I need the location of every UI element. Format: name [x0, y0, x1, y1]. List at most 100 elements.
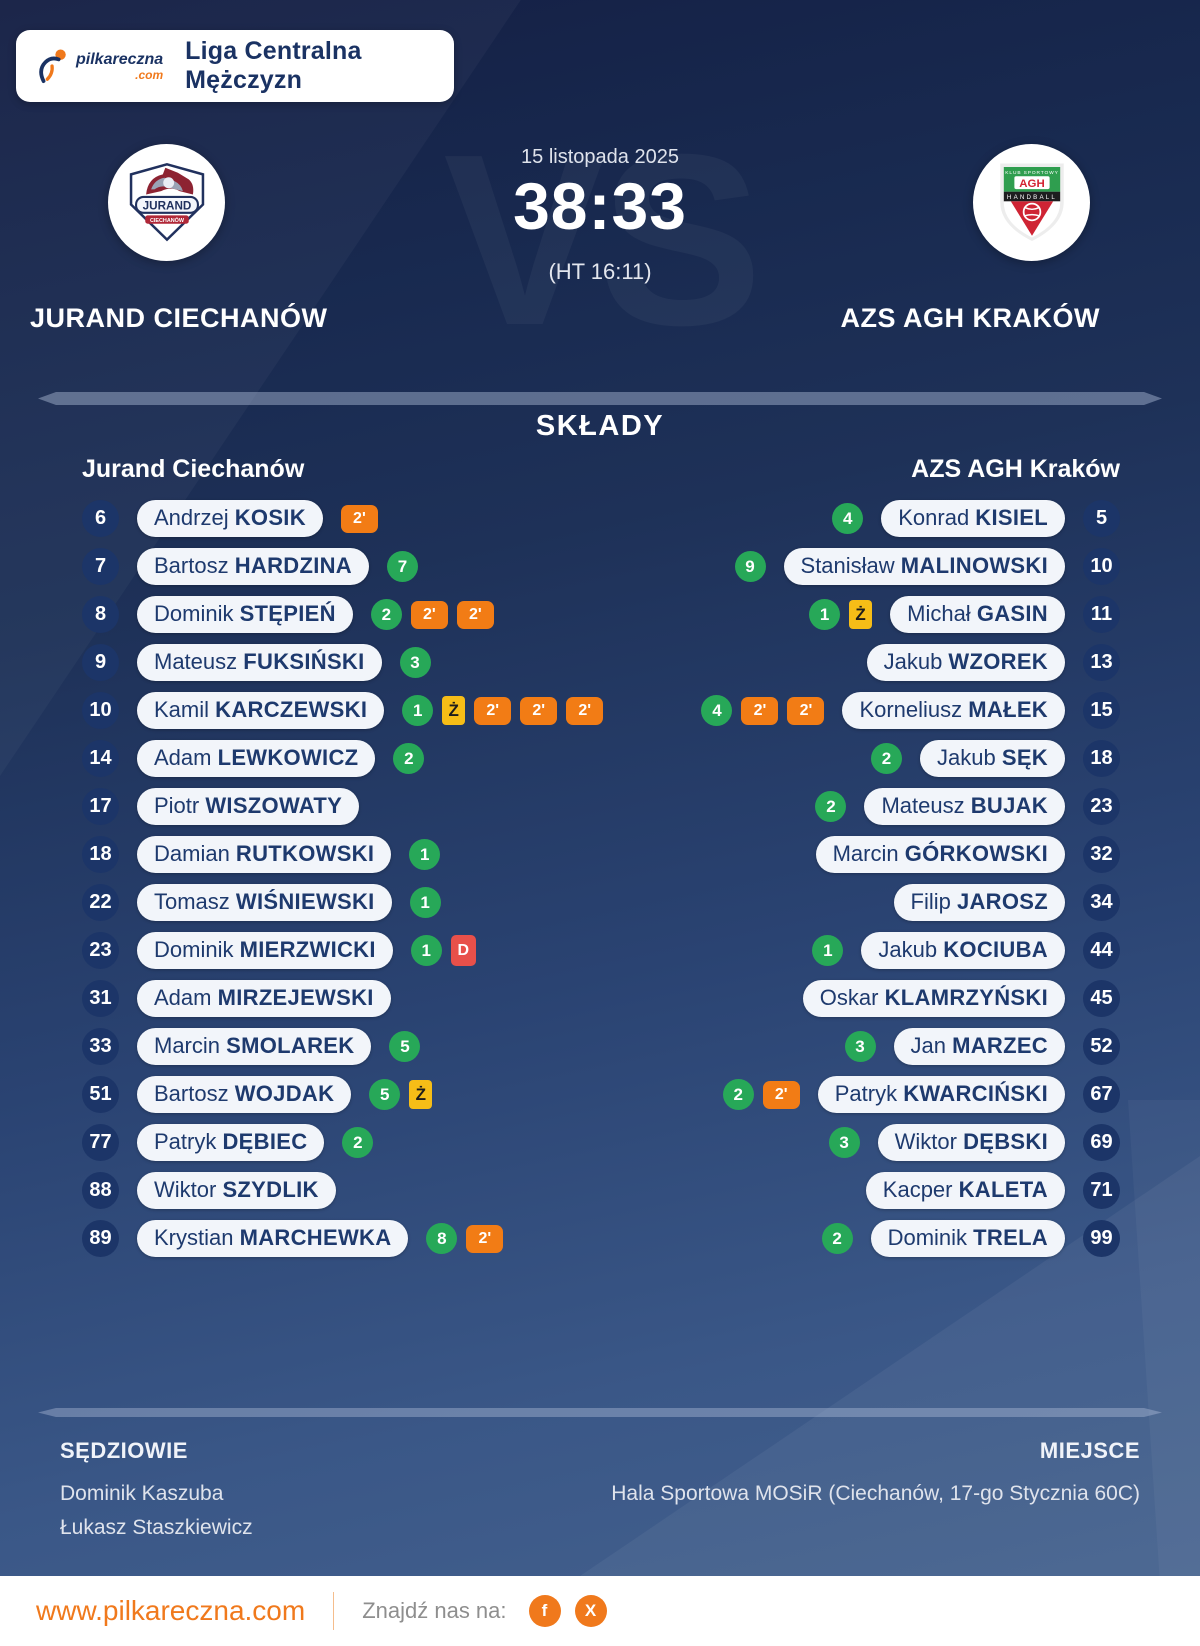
svg-text:HANDBALL: HANDBALL: [1006, 194, 1056, 201]
player-name-pill: Bartosz HARDZINA: [137, 548, 369, 585]
player-last-name: WIŚNIEWSKI: [235, 889, 375, 915]
player-first-name: Michał: [907, 601, 977, 627]
player-number: 77: [82, 1124, 119, 1161]
player-name-pill: Oskar KLAMRZYŃSKI: [802, 980, 1065, 1017]
referees-section: SĘDZIOWIE Dominik Kaszuba Łukasz Staszki…: [60, 1438, 253, 1545]
player-badges: 2: [342, 1127, 374, 1158]
player-badges: 2: [815, 791, 847, 822]
badge-two-minute-suspension: 2': [566, 696, 604, 725]
player-name-pill: Marcin GÓRKOWSKI: [815, 836, 1065, 873]
player-row: 22 Tomasz WIŚNIEWSKI 1: [82, 883, 603, 922]
player-number: 67: [1083, 1076, 1120, 1113]
facebook-icon[interactable]: f: [528, 1595, 561, 1627]
player-last-name: GASIN: [976, 601, 1048, 627]
player-row: 18 Damian RUTKOWSKI 1: [82, 835, 603, 874]
player-first-name: Dominik: [887, 1225, 974, 1251]
handball-player-icon: [39, 49, 66, 83]
player-row: 88 Wiktor SZYDLIK: [82, 1171, 603, 1210]
player-last-name: MIRZEJEWSKI: [217, 985, 374, 1011]
player-number: 10: [1083, 548, 1120, 585]
badge-two-minute-suspension: 2': [787, 696, 825, 725]
player-first-name: Dominik: [154, 937, 240, 963]
player-first-name: Patryk: [154, 1129, 223, 1155]
player-name-pill: Jakub WZOREK: [866, 644, 1065, 681]
player-badges: 7: [386, 551, 418, 582]
section-divider: [38, 1408, 1162, 1417]
player-number: 7: [82, 548, 119, 585]
player-name-pill: Filip JAROSZ: [893, 884, 1065, 921]
badge-goals-count: 1: [410, 935, 442, 966]
player-last-name: SZYDLIK: [222, 1177, 319, 1203]
find-us-label: Znajdź nas na:: [362, 1598, 507, 1623]
player-first-name: Korneliusz: [859, 697, 969, 723]
player-first-name: Jan: [910, 1033, 953, 1059]
venue-section: MIEJSCE Hala Sportowa MOSiR (Ciechanów, …: [611, 1438, 1140, 1511]
player-row: 9 Stanisław MALINOWSKI 10: [603, 547, 1120, 586]
player-row: 2 Dominik TRELA 99: [603, 1219, 1120, 1258]
player-badges: 2': [340, 504, 378, 533]
player-name-pill: Krystian MARCHEWKA: [137, 1220, 409, 1257]
player-row: Oskar KLAMRZYŃSKI 45: [603, 979, 1120, 1018]
badge-yellow-card: Ż: [442, 696, 466, 725]
player-last-name: WZOREK: [948, 649, 1048, 675]
player-first-name: Patryk: [834, 1081, 904, 1107]
player-badges: 2 2': [722, 1079, 800, 1110]
player-first-name: Wiktor: [154, 1177, 223, 1203]
referee-name: Łukasz Staszkiewicz: [60, 1516, 253, 1539]
player-last-name: KOCIUBA: [943, 937, 1048, 963]
footer-bar: www.pilkareczna.com Znajdź nas na: f X: [0, 1576, 1200, 1646]
home-roster-column: Jurand Ciechanów 6 Andrzej KOSIK 2' 7 Bartos…: [0, 455, 604, 1267]
svg-text:CIECHANÓW: CIECHANÓW: [149, 216, 184, 224]
x-twitter-icon[interactable]: X: [574, 1595, 607, 1627]
player-first-name: Kacper: [882, 1177, 959, 1203]
player-badges: 4: [832, 503, 864, 534]
player-row: 1 Jakub KOCIUBA 44: [603, 931, 1120, 970]
badge-goals-count: 1: [812, 935, 844, 966]
home-team-logo: JURAND CIECHANÓW: [108, 144, 225, 261]
player-last-name: KISIEL: [975, 505, 1048, 531]
player-number: 14: [82, 740, 119, 777]
player-badges: 1: [812, 935, 844, 966]
player-first-name: Andrzej: [154, 505, 235, 531]
player-first-name: Piotr: [154, 793, 206, 819]
home-roster-header: Jurand Ciechanów: [82, 455, 305, 483]
player-row: 2 2' Patryk KWARCIŃSKI 67: [603, 1075, 1120, 1114]
player-name-pill: Dominik STĘPIEŃ: [137, 596, 353, 633]
player-last-name: RUTKOWSKI: [235, 841, 375, 867]
player-number: 18: [82, 836, 119, 873]
player-name-pill: Marcin SMOLAREK: [137, 1028, 372, 1065]
player-name-pill: Korneliusz MAŁEK: [842, 692, 1065, 729]
away-roster-list: 4 Konrad KISIEL 5 9 Stanisław MALINOWSKI 10 1 Ż…: [603, 499, 1120, 1258]
player-badges: 3: [844, 1031, 876, 1062]
player-row: 31 Adam MIRZEJEWSKI: [82, 979, 603, 1018]
badge-goals-count: 2: [871, 743, 903, 774]
badge-two-minute-suspension: 2': [762, 1080, 800, 1109]
league-title: Liga Centralna Mężczyzn: [185, 37, 362, 94]
badge-goals-count: 3: [399, 647, 431, 678]
player-first-name: Kamil: [154, 697, 216, 723]
player-badges: 2: [821, 1223, 853, 1254]
player-badges: 2: [393, 743, 425, 774]
player-last-name: MARZEC: [952, 1033, 1048, 1059]
player-badges: 8 2': [426, 1223, 504, 1254]
badge-two-minute-suspension: 2': [520, 696, 558, 725]
player-name-pill: Stanisław MALINOWSKI: [783, 548, 1065, 585]
brand-logo: pilkareczna .com: [36, 46, 163, 86]
player-last-name: MALINOWSKI: [900, 553, 1048, 579]
player-first-name: Marcin: [154, 1033, 227, 1059]
website-link[interactable]: www.pilkareczna.com: [36, 1595, 306, 1626]
player-first-name: Adam: [154, 985, 218, 1011]
vs-watermark: VS: [443, 118, 762, 362]
player-row: 14 Adam LEWKOWICZ 2: [82, 739, 603, 778]
player-row: Marcin GÓRKOWSKI 32: [603, 835, 1120, 874]
player-number: 18: [1083, 740, 1120, 777]
player-badges: 2: [871, 743, 903, 774]
player-first-name: Tomasz: [154, 889, 236, 915]
player-name-pill: Kamil KARCZEWSKI: [137, 692, 385, 729]
player-first-name: Jakub: [883, 649, 949, 675]
svg-text:AGH: AGH: [1019, 178, 1044, 190]
player-number: 33: [82, 1028, 119, 1065]
away-team-logo: KLUB SPORTOWY AGH HANDBALL: [973, 144, 1090, 261]
player-last-name: KOSIK: [234, 505, 306, 531]
player-first-name: Jakub: [937, 745, 1002, 771]
